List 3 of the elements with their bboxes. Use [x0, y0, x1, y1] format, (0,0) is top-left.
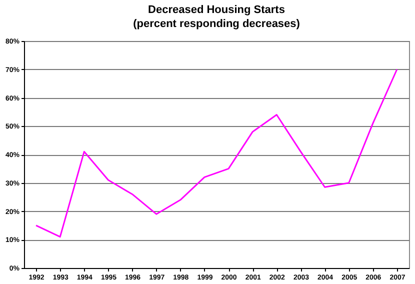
chart-subtitle: (percent responding decreases): [133, 18, 300, 30]
line-series: [35, 68, 398, 238]
chart-title: Decreased Housing Starts: [148, 4, 285, 16]
